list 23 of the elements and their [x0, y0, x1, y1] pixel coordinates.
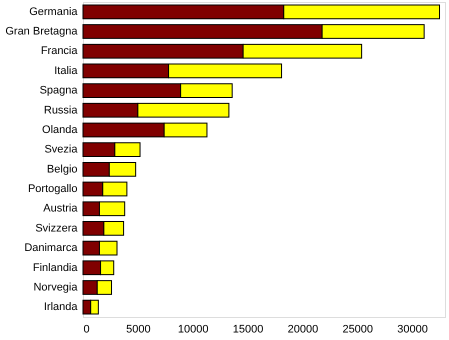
y-tick-label: Svezia — [44, 144, 78, 156]
x-tick-label: 25000 — [342, 324, 374, 336]
y-tick-label: Italia — [54, 64, 78, 77]
y-tick-label: Norvegia — [33, 281, 78, 294]
x-tick-label: 20000 — [288, 324, 318, 336]
y-tick-label: Svizzera — [35, 222, 78, 234]
y-tick-label: Russia — [44, 104, 78, 116]
y-tick-label: Olanda — [42, 124, 78, 136]
y-tick-label: Germania — [29, 6, 78, 18]
x-tick-label: 15000 — [232, 324, 264, 336]
x-tick-label: 10000 — [178, 324, 208, 336]
y-tick-label: Spagna — [40, 84, 78, 97]
y-tick-label: Irlanda — [44, 301, 78, 314]
x-tick-label: 0 — [84, 324, 90, 336]
y-tick-label: Danimarca — [24, 242, 78, 254]
y-tick-label: Belgio — [46, 163, 78, 176]
y-tick-label: Austria — [43, 202, 78, 215]
y-tick-label: Francia — [40, 45, 78, 58]
y-tick-label: Gran Bretagna — [5, 26, 78, 38]
y-tick-label: Portogallo — [28, 183, 78, 196]
x-tick-label: 30000 — [397, 324, 428, 336]
y-tick-label: Finlandia — [32, 262, 78, 274]
x-tick-label: 5000 — [126, 324, 151, 336]
